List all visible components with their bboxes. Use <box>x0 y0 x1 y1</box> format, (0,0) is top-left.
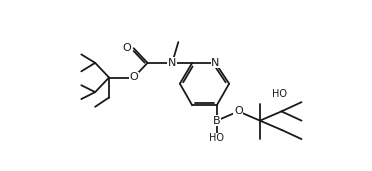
Text: HO: HO <box>209 133 224 143</box>
Text: O: O <box>123 43 131 53</box>
Text: HO: HO <box>272 89 288 100</box>
Text: O: O <box>234 106 243 116</box>
Text: N: N <box>211 58 219 68</box>
Text: N: N <box>168 58 176 68</box>
Text: B: B <box>213 116 221 126</box>
Text: O: O <box>129 73 138 82</box>
